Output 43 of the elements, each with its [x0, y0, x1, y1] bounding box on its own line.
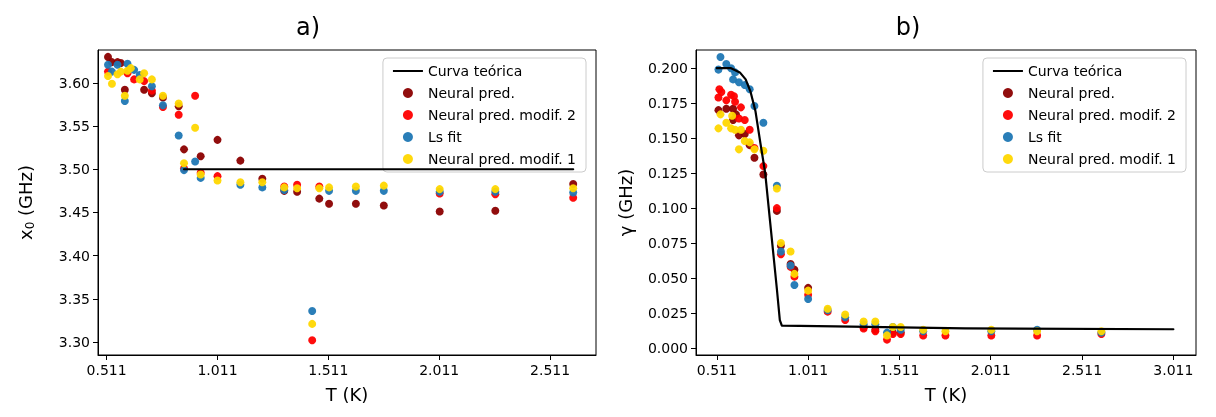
x-tick-label: 1.511: [879, 362, 920, 378]
legend-label: Neural pred. modif. 1: [1027, 151, 1177, 167]
y-tick-label: 0.075: [647, 235, 688, 252]
x-tick-label: 0.511: [696, 362, 737, 378]
legend-label: Neural pred. modif. 1: [427, 151, 577, 167]
legend-label: Curva teórica: [427, 63, 523, 79]
x-axis-title: T (K): [923, 383, 968, 405]
legend-label: Neural pred. modif. 2: [427, 107, 577, 123]
y-tick-label: 3.45: [58, 204, 90, 221]
y-tick-label: 3.30: [58, 334, 90, 351]
y-tick-label: 0.200: [647, 60, 688, 77]
y-tick-label: 0.175: [647, 95, 688, 112]
x-tick-label: 2.011: [970, 362, 1011, 378]
x-tick-label: 3.011: [1153, 362, 1194, 378]
y-tick-label: 0.100: [647, 200, 688, 217]
x-tick-label: 2.511: [1062, 362, 1103, 378]
y-tick-label: 3.60: [58, 74, 90, 91]
x-tick-label: 1.011: [788, 362, 829, 378]
y-tick-label: 0.050: [647, 270, 688, 287]
legend-label: Ls fit: [1027, 129, 1063, 145]
chart-title: b): [895, 13, 921, 41]
legend-label: Curva teórica: [1027, 63, 1123, 79]
chart-title: a): [295, 13, 321, 41]
y-tick-label: 0.125: [647, 165, 688, 182]
y-tick-label: 3.55: [58, 118, 90, 135]
legend-label: Neural pred.: [427, 85, 515, 101]
legend-label: Neural pred. modif. 2: [1027, 107, 1177, 123]
legend-label: Neural pred.: [1027, 85, 1115, 101]
x-tick-label: 1.511: [308, 362, 349, 378]
x-tick-label: 2.011: [419, 362, 460, 378]
legend-label: Ls fit: [427, 129, 463, 145]
y-tick-label: 0.000: [647, 340, 688, 356]
y-tick-label: 3.35: [58, 290, 90, 307]
x-tick-label: 2.511: [530, 362, 571, 378]
y-tick-label: 0.150: [647, 130, 688, 147]
y-tick-label: 0.025: [647, 305, 688, 322]
y-axis-title: x0 (GHz): [14, 165, 37, 240]
y-tick-label: 3.50: [58, 161, 90, 178]
x-axis-title: T (K): [324, 383, 369, 405]
x-tick-label: 1.011: [197, 362, 238, 378]
x-tick-label: 0.511: [86, 362, 127, 378]
y-axis-title: γ (GHz): [614, 168, 636, 237]
y-tick-label: 3.40: [58, 247, 90, 264]
